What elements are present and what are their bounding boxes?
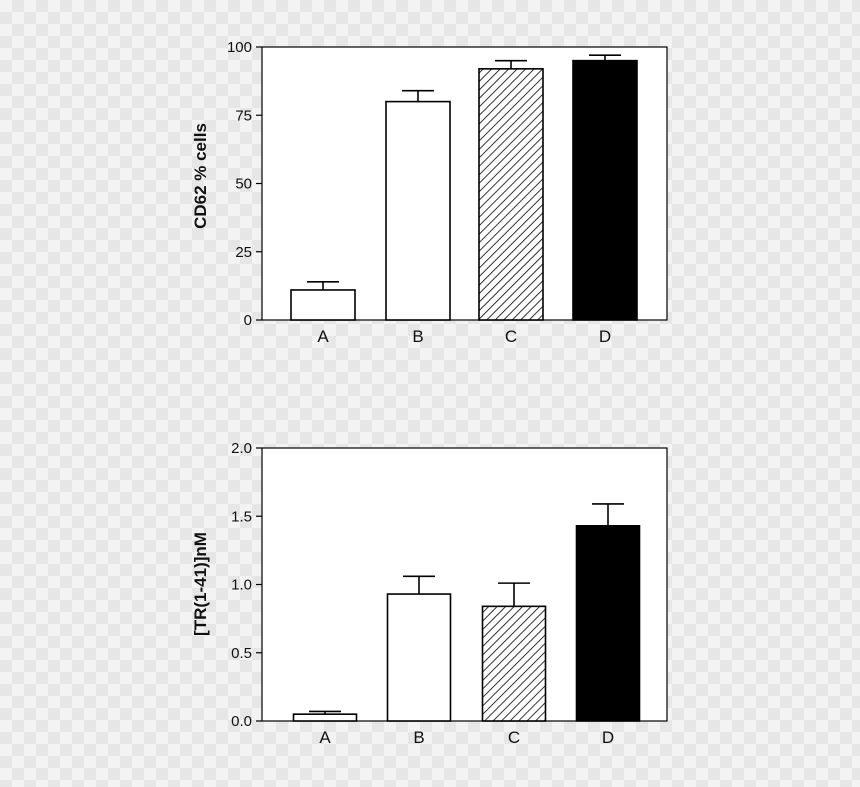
- y-tick-label: 50: [235, 176, 252, 193]
- bars: [292, 503, 641, 722]
- bar-B: [386, 593, 452, 722]
- y-tick-label: 0.0: [231, 713, 252, 730]
- bars: [290, 54, 638, 321]
- bar-A: [290, 289, 356, 321]
- x-axis: A B C D: [319, 728, 614, 747]
- category-label: D: [602, 728, 614, 747]
- category-label: C: [505, 327, 517, 346]
- bar-A: [292, 713, 358, 722]
- y-tick-label: 75: [235, 107, 252, 124]
- y-axis: 0.0 0.5 1.0 1.5 2.0: [231, 440, 262, 730]
- category-label: A: [317, 327, 329, 346]
- y-tick-label: 1.5: [231, 508, 252, 525]
- y-tick-label: 100: [227, 39, 252, 56]
- bar-C: [478, 68, 544, 321]
- y-axis: 0 25 50 75 100: [227, 39, 262, 329]
- y-tick-label: 0.5: [231, 645, 252, 662]
- bar-D: [572, 59, 638, 321]
- y-axis-label: [TR(1-41)]nM: [191, 532, 210, 636]
- category-label: B: [413, 728, 424, 747]
- bar-B: [385, 100, 451, 321]
- category-label: D: [599, 327, 611, 346]
- cd62-bar-chart: 0 25 50 75 100 A B C D CD62 % cells: [191, 39, 668, 346]
- y-tick-label: 2.0: [231, 440, 252, 457]
- category-label: A: [319, 728, 331, 747]
- bar-D: [575, 525, 641, 722]
- category-label: C: [508, 728, 520, 747]
- category-label: B: [412, 327, 423, 346]
- tr-bar-chart: 0.0 0.5 1.0 1.5 2.0 A B C D [TR(1-41)]nM: [191, 440, 668, 747]
- y-tick-label: 1.0: [231, 577, 252, 594]
- y-tick-label: 25: [235, 244, 252, 261]
- y-tick-label: 0: [244, 312, 252, 329]
- bar-C: [481, 605, 547, 722]
- x-axis: A B C D: [317, 327, 611, 346]
- y-axis-label: CD62 % cells: [191, 123, 210, 229]
